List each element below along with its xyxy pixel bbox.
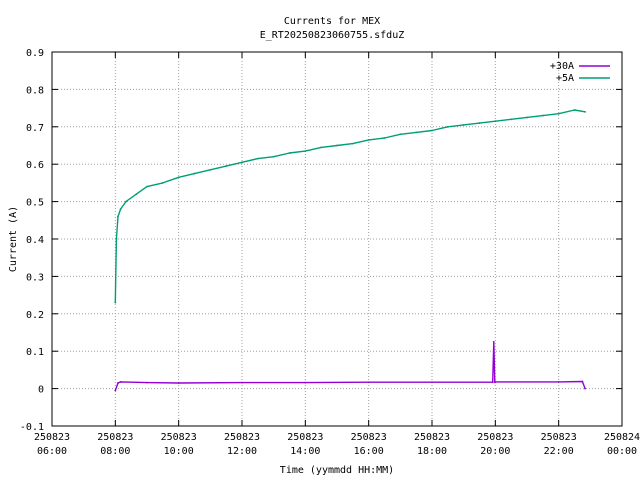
data-point-30a bbox=[494, 380, 497, 383]
legend: +30A+5A bbox=[550, 61, 610, 84]
y-tick-label: 0.1 bbox=[26, 347, 44, 358]
data-point-5a bbox=[225, 165, 228, 167]
x-tick-label-date: 250823 bbox=[477, 432, 513, 443]
chart-title: Currents for MEX bbox=[284, 16, 380, 27]
data-point-5a bbox=[478, 122, 481, 124]
data-point-5a bbox=[124, 200, 127, 203]
chart-subtitle: E_RT20250823060755.sfduZ bbox=[260, 30, 405, 41]
legend-label-5a: +5A bbox=[556, 73, 574, 84]
data-point-5a bbox=[114, 301, 117, 304]
y-tick-label: 0.6 bbox=[26, 160, 44, 171]
data-point-5a bbox=[399, 133, 402, 136]
data-point-30a bbox=[146, 381, 148, 384]
data-point-5a bbox=[383, 137, 386, 139]
data-point-5a bbox=[336, 144, 338, 147]
x-tick-label-date: 250823 bbox=[34, 432, 70, 443]
data-point-30a bbox=[584, 387, 586, 390]
x-tick-label-time: 18:00 bbox=[417, 446, 447, 457]
data-point-5a bbox=[272, 155, 275, 158]
x-tick-label-date: 250823 bbox=[224, 432, 260, 443]
x-tick-label-time: 00:00 bbox=[607, 446, 637, 457]
data-point-5a bbox=[367, 138, 370, 141]
y-axis-label: Current (A) bbox=[8, 206, 19, 272]
series-line-30a bbox=[114, 341, 586, 391]
data-point-5a bbox=[135, 193, 138, 196]
data-point-30a bbox=[491, 381, 494, 384]
data-point-5a bbox=[431, 129, 433, 132]
y-tick-label: 0.5 bbox=[26, 198, 44, 209]
legend-label-30a: +30A bbox=[550, 61, 574, 72]
x-tick-label-time: 14:00 bbox=[290, 446, 320, 457]
data-point-5a bbox=[557, 112, 560, 115]
data-point-5a bbox=[146, 185, 148, 188]
data-point-5a bbox=[446, 125, 449, 128]
x-tick-label-time: 20:00 bbox=[480, 446, 510, 457]
plot-area bbox=[114, 109, 586, 392]
data-point-5a bbox=[494, 120, 497, 123]
data-point-5a bbox=[256, 157, 259, 160]
x-tick-label-date: 250823 bbox=[161, 432, 197, 443]
x-tick-label-time: 16:00 bbox=[354, 446, 384, 457]
data-point-5a bbox=[541, 114, 544, 117]
x-tick-label-time: 08:00 bbox=[100, 446, 130, 457]
data-point-5a bbox=[209, 168, 212, 171]
data-point-30a bbox=[367, 381, 370, 384]
x-tick-label-time: 22:00 bbox=[544, 446, 574, 457]
data-point-5a bbox=[415, 131, 418, 134]
y-tick-label: 0.2 bbox=[26, 310, 44, 321]
x-tick-label-time: 10:00 bbox=[164, 446, 194, 457]
data-point-30a bbox=[117, 382, 119, 384]
data-point-5a bbox=[177, 176, 180, 179]
data-point-5a bbox=[510, 118, 513, 121]
y-tick-label: 0.3 bbox=[26, 272, 44, 283]
x-tick-label-date: 250823 bbox=[97, 432, 133, 443]
data-point-5a bbox=[304, 150, 307, 153]
data-point-30a bbox=[119, 380, 122, 383]
data-point-30a bbox=[304, 381, 307, 384]
data-point-5a bbox=[241, 161, 243, 164]
data-point-5a bbox=[117, 215, 119, 218]
x-tick-label-time: 06:00 bbox=[37, 446, 67, 457]
data-point-30a bbox=[241, 381, 243, 384]
data-point-5a bbox=[161, 182, 164, 184]
data-point-30a bbox=[114, 389, 117, 392]
data-point-5a bbox=[320, 146, 323, 149]
data-point-5a bbox=[526, 116, 528, 119]
data-point-5a bbox=[584, 110, 586, 113]
y-tick-label: -0.1 bbox=[20, 422, 44, 433]
x-axis-label: Time (yymmdd HH:MM) bbox=[280, 465, 394, 476]
data-point-30a bbox=[581, 380, 584, 383]
axis-ticks: -0.1 0 0.1 0.2 0.3 0.4 0.5 0.6 0.7 0.8 0.9 250823 06… bbox=[20, 48, 640, 457]
x-tick-label-date: 250823 bbox=[351, 432, 387, 443]
data-point-5a bbox=[115, 238, 118, 240]
data-point-30a bbox=[177, 382, 180, 384]
data-point-5a bbox=[193, 172, 196, 175]
y-tick-label: 0.7 bbox=[26, 123, 44, 134]
data-point-30a bbox=[557, 380, 560, 383]
data-point-5a bbox=[573, 109, 576, 111]
series-line-5a bbox=[114, 109, 586, 303]
x-tick-label-date: 250823 bbox=[541, 432, 577, 443]
y-tick-label: 0 bbox=[38, 385, 44, 396]
y-tick-label: 0.9 bbox=[26, 48, 44, 59]
data-point-5a bbox=[351, 142, 354, 145]
x-tick-label-date: 250823 bbox=[287, 432, 323, 443]
y-tick-label: 0.4 bbox=[26, 235, 44, 246]
data-point-5a bbox=[288, 152, 291, 154]
data-point-30a bbox=[431, 381, 433, 384]
data-point-30a bbox=[492, 340, 495, 343]
x-tick-label-time: 12:00 bbox=[227, 446, 257, 457]
data-point-5a bbox=[119, 208, 122, 210]
x-tick-label-date: 250823 bbox=[414, 432, 450, 443]
grid bbox=[52, 52, 622, 426]
y-tick-label: 0.8 bbox=[26, 85, 44, 96]
data-point-5a bbox=[462, 124, 465, 126]
plot-frame bbox=[51, 51, 623, 427]
x-tick-label-date: 250824 bbox=[604, 432, 640, 443]
